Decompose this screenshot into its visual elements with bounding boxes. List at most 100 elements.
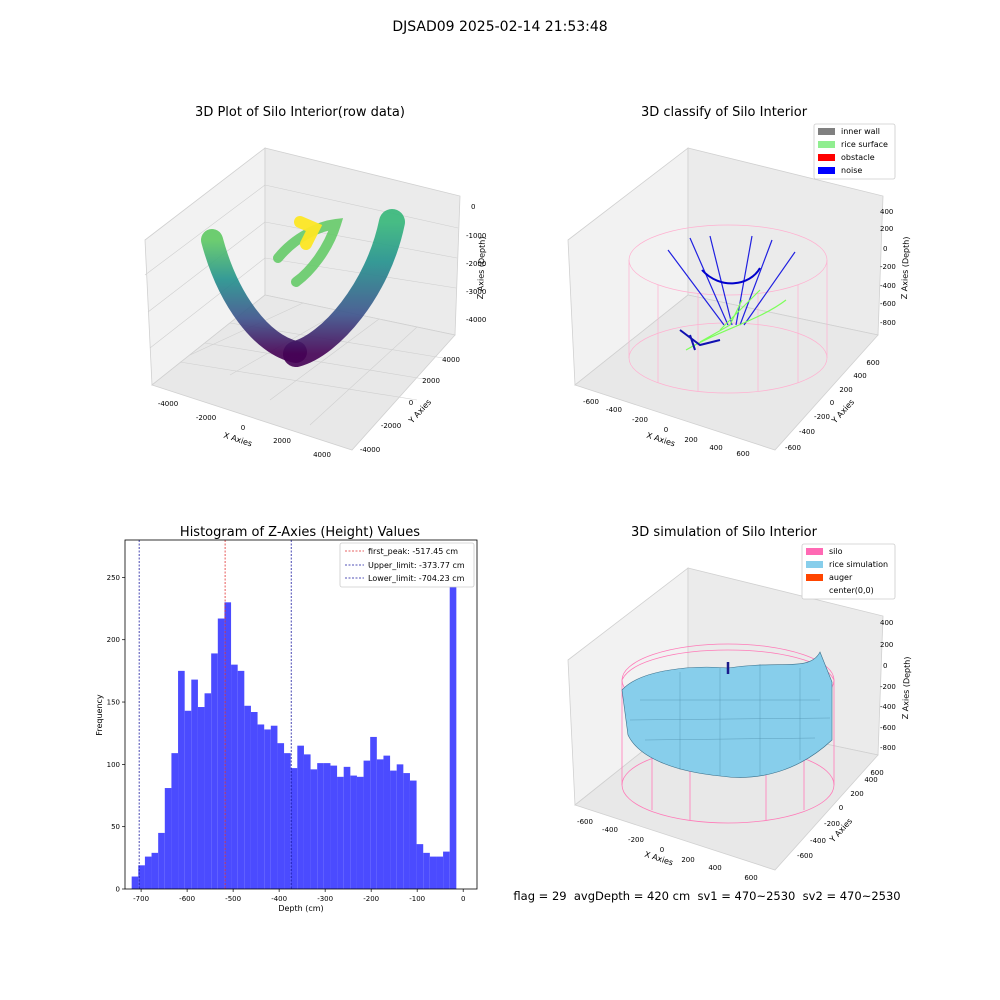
legend-label-lower-limit: Lower_limit: -704.23 cm — [368, 574, 465, 583]
histogram-x-tick-label: -700 — [133, 895, 149, 903]
histogram-bar — [184, 710, 192, 889]
legend-swatch-inner-wall — [818, 128, 835, 135]
histogram-bar — [290, 768, 298, 889]
sim-y-tick-4: 200 — [850, 790, 863, 798]
sim-z-tick-0: 400 — [880, 619, 893, 627]
legend-label-obstacle: obstacle — [841, 153, 875, 162]
classify-y-tick-1: -400 — [799, 428, 815, 436]
histogram-x-tick-label: -100 — [409, 895, 425, 903]
histogram-bar — [423, 852, 430, 889]
histogram-legend-frame — [339, 542, 475, 588]
histogram-bar — [231, 664, 238, 889]
histogram-bar — [429, 856, 437, 889]
histogram-bar — [363, 760, 371, 889]
histogram-bar — [350, 775, 357, 889]
panel-histogram: Histogram of Z-Axies (Height) Values -70… — [95, 525, 478, 913]
classify-x-tick-3: 0 — [664, 426, 668, 434]
histogram-x-ticks: -700 -600 -500 -400 -300 -200 -100 0 — [133, 889, 465, 903]
panel-raw-data: 3D Plot of Silo Interior(row data) — [144, 105, 487, 459]
sim-rice-surface — [621, 651, 833, 778]
panel-classify-title: 3D classify of Silo Interior — [641, 105, 808, 120]
axes-box-classify — [567, 147, 884, 451]
histogram-bar — [178, 670, 185, 889]
raw-z-tick-1: -1000 — [466, 232, 486, 240]
legend-label-center: center(0,0) — [829, 586, 874, 595]
legend-swatch-auger — [806, 574, 823, 581]
sim-x-tick-1: -400 — [602, 826, 618, 834]
sim-z-label: Z Axies (Depth) — [901, 656, 912, 719]
raw-x-tick-0: -4000 — [158, 400, 178, 408]
classify-x-tick-2: -200 — [632, 416, 648, 424]
histogram-bar — [277, 743, 285, 889]
legend-swatch-rice-simulation — [806, 561, 823, 568]
histogram-bar — [237, 670, 245, 889]
histogram-y-tick-label: 150 — [107, 699, 120, 707]
panel-simulation: 3D simulation of Silo Interior silo rice… — [513, 525, 912, 903]
histogram-bar — [337, 776, 344, 889]
sim-z-tick-4: -400 — [880, 703, 896, 711]
legend-swatch-rice-surface — [818, 141, 835, 148]
legend-label-auger: auger — [829, 573, 853, 582]
classify-z-tick-3: -200 — [880, 263, 896, 271]
sim-x-tick-4: 200 — [681, 856, 694, 864]
raw-ticks: -4000 -2000 0 2000 4000 -4000 -2000 0 20… — [158, 203, 487, 459]
classify-y-tick-2: -200 — [814, 413, 830, 421]
panel-sim-title: 3D simulation of Silo Interior — [631, 525, 818, 540]
sim-legend: silo rice simulation auger center(0,0) — [801, 543, 896, 600]
raw-y-tick-1: -2000 — [381, 422, 401, 430]
classify-ticks: -600 -400 -200 0 200 400 600 -600 -400 -… — [583, 208, 896, 458]
raw-x-tick-4: 4000 — [313, 451, 331, 459]
legend-label-noise: noise — [841, 166, 862, 175]
raw-point-cloud — [201, 209, 405, 367]
histogram-bar — [131, 876, 139, 889]
sim-z-tick-1: 200 — [880, 641, 893, 649]
histogram-y-tick-label: 100 — [107, 761, 120, 769]
legend-label-inner-wall: inner wall — [841, 127, 880, 136]
classify-x-tick-0: -600 — [583, 398, 599, 406]
sim-z-tick-2: 0 — [883, 662, 887, 670]
raw-z-label: Z Axies (Depth) — [476, 236, 487, 299]
status-line: flag = 29 avgDepth = 420 cm sv1 = 470~25… — [513, 889, 900, 903]
sim-rice-mesh — [629, 664, 831, 776]
classify-silo-wireframe — [628, 224, 828, 394]
histogram-bar — [244, 705, 251, 889]
raw-z-tick-3: -3000 — [466, 288, 486, 296]
histogram-y-ticks: 0 50 100 150 200 250 — [107, 574, 125, 894]
legend-label-rice-surface: rice surface — [841, 140, 888, 149]
histogram-x-tick-label: -300 — [317, 895, 333, 903]
histogram-x-tick-label: -600 — [179, 895, 195, 903]
histogram-bar — [191, 679, 198, 889]
histogram-x-tick-label: 0 — [461, 895, 465, 903]
classify-z-tick-1: 200 — [880, 225, 893, 233]
sim-y-tick-0: -600 — [797, 852, 813, 860]
sim-x-tick-2: -200 — [628, 836, 644, 844]
histogram-bar — [257, 724, 265, 889]
histogram-bar — [284, 753, 291, 889]
histogram-bar — [297, 745, 304, 889]
histogram-bar — [356, 776, 364, 889]
histogram-x-tick-label: -400 — [271, 895, 287, 903]
histogram-y-label: Frequency — [95, 694, 104, 736]
sim-y-tick-5: 400 — [864, 776, 877, 784]
histogram-bar — [409, 780, 417, 889]
classify-x-tick-4: 200 — [684, 436, 697, 444]
histogram-bar — [250, 712, 258, 889]
panel-raw-title: 3D Plot of Silo Interior(row data) — [195, 105, 405, 120]
figure-title: DJSAD09 2025-02-14 21:53:48 — [392, 19, 607, 35]
legend-label-upper-limit: Upper_limit: -373.77 cm — [368, 561, 465, 570]
histogram-reference-lines — [138, 540, 292, 889]
histogram-bar — [217, 618, 225, 889]
sim-x-tick-3: 0 — [660, 846, 664, 854]
classify-z-tick-6: -800 — [880, 319, 896, 327]
histogram-bar — [310, 769, 318, 889]
raw-y-tick-4: 4000 — [442, 356, 460, 364]
sim-y-tick-6: 600 — [870, 769, 883, 777]
histogram-bar — [144, 856, 152, 889]
histogram-bars — [131, 558, 457, 889]
classify-x-tick-1: -400 — [606, 406, 622, 414]
histogram-bar — [151, 852, 159, 889]
raw-surface-peak — [294, 216, 323, 250]
histogram-y-tick-label: 250 — [107, 574, 120, 582]
raw-z-tick-0: 0 — [471, 203, 475, 211]
sim-x-tick-5: 400 — [708, 864, 721, 872]
